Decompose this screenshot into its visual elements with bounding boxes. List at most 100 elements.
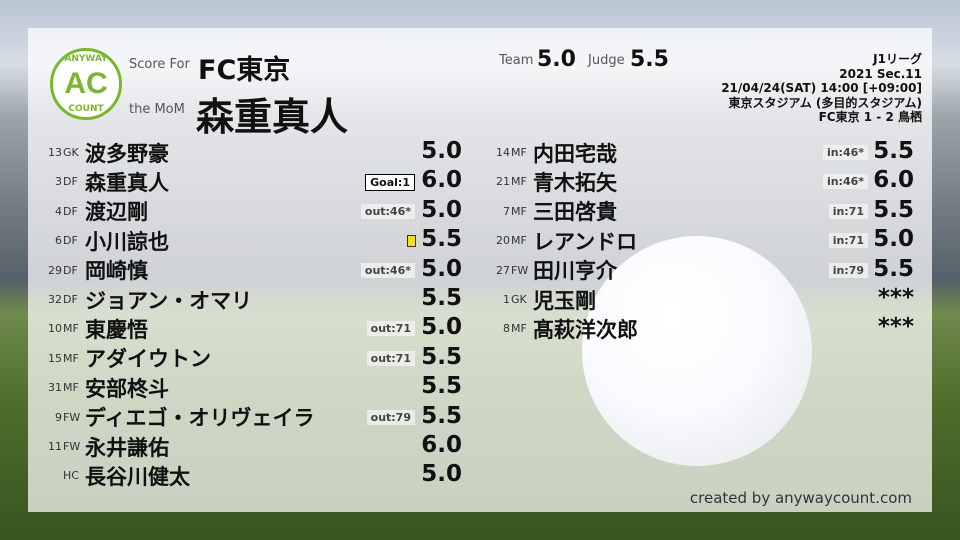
player-position: MF — [63, 351, 79, 365]
substitution-badge: out:71 — [366, 321, 415, 337]
substitution-badge: in:79 — [828, 262, 868, 278]
player-score: 5.0 — [421, 255, 462, 282]
player-score: 5.5 — [421, 285, 462, 311]
player-number: 27 — [496, 263, 510, 277]
substitution-badge: out:71 — [366, 350, 415, 366]
league: J1リーグ — [873, 52, 922, 66]
player-number: 10 — [48, 322, 62, 336]
player-row: 13 GK 波多野豪 — [38, 138, 169, 167]
player-position: MF — [511, 175, 527, 189]
player-row: 4 DF 渡辺剛 — [38, 197, 148, 226]
player-score: 5.5 — [873, 255, 914, 282]
credit: created by anywaycount.com — [689, 489, 912, 507]
player-name: 東慶悟 — [85, 317, 148, 342]
player-position: MF — [63, 322, 79, 336]
player-row: 29 DF 岡崎慎 — [38, 256, 148, 285]
match-info: J1リーグ 2021 Sec.11 21/04/24(SAT) 14:00 [+… — [721, 52, 922, 125]
player-number: 15 — [48, 351, 62, 365]
player-score: 5.5 — [421, 343, 462, 370]
player-position: DF — [63, 175, 78, 189]
match-result: FC東京 1 - 2 鳥栖 — [818, 110, 922, 124]
player-score: 5.0 — [421, 314, 462, 341]
player-position: DF — [63, 234, 78, 248]
player-name: 岡崎慎 — [85, 259, 148, 284]
player-position: DF — [63, 293, 78, 306]
player-number: 14 — [496, 146, 510, 159]
player-position: FW — [63, 410, 81, 424]
player-name: 髙萩洋次郎 — [533, 317, 638, 342]
player-row: HC 長谷川健太 — [38, 461, 190, 490]
team-name: FC東京 — [198, 55, 291, 86]
player-row: 20 MF レアンドロ — [486, 226, 637, 255]
score-for-label: Score For — [129, 57, 190, 72]
player-score: 5.5 — [421, 373, 462, 400]
player-score: 5.0 — [421, 138, 462, 164]
logo-text-bottom: COUNT — [68, 104, 104, 114]
mom-label: the MoM — [129, 102, 185, 117]
player-number: 20 — [496, 234, 510, 248]
player-name: 青木拓矢 — [533, 170, 617, 195]
player-score: 5.0 — [421, 196, 462, 223]
yellow-card-icon — [407, 235, 416, 248]
player-row: 32 DF ジョアン・オマリ — [38, 285, 252, 314]
substitution-badge: out:79 — [366, 409, 415, 425]
substitution-badge: in:46* — [822, 145, 868, 160]
player-position: DF — [63, 204, 78, 218]
player-position: MF — [511, 204, 527, 218]
player-number: 29 — [48, 263, 62, 277]
anywaycount-logo: ANYWAY AC COUNT — [50, 48, 122, 120]
player-score: 5.0 — [873, 226, 914, 253]
player-position: DF — [63, 263, 78, 277]
player-name: ジョアン・オマリ — [85, 288, 253, 313]
player-row: 31 MF 安部柊斗 — [38, 373, 169, 402]
player-position: MF — [511, 146, 527, 159]
substitution-badge: out:46* — [360, 203, 415, 219]
team-score: 5.0 — [537, 47, 576, 72]
player-score: 5.5 — [873, 138, 914, 164]
team-score-label: Team — [499, 53, 534, 68]
player-name: 森重真人 — [85, 170, 169, 195]
player-score: 5.5 — [421, 402, 462, 429]
player-number: 8 — [503, 322, 510, 336]
player-name: 三田啓貴 — [533, 200, 617, 225]
player-row: 14 MF 内田宅哉 — [486, 138, 617, 167]
player-position: FW — [511, 263, 529, 277]
player-name: 小川諒也 — [85, 229, 169, 254]
player-number: 3 — [55, 175, 62, 189]
player-name: 安部柊斗 — [85, 376, 169, 401]
substitution-badge: in:71 — [828, 203, 868, 219]
player-position: FW — [63, 440, 81, 453]
player-number: 32 — [48, 293, 62, 306]
player-name: アダイウトン — [85, 347, 211, 372]
player-score: *** — [877, 285, 914, 311]
player-score: *** — [877, 314, 914, 341]
player-position: MF — [511, 322, 527, 336]
judge-score: 5.5 — [630, 47, 669, 72]
player-number: 31 — [48, 381, 62, 395]
player-score: 5.5 — [873, 196, 914, 223]
player-number: 13 — [48, 146, 62, 159]
goal-badge: Goal:1 — [365, 174, 415, 192]
match-datetime: 21/04/24(SAT) 14:00 [+09:00] — [721, 81, 922, 95]
venue: 東京スタジアム (多目的スタジアム) — [728, 95, 922, 110]
player-row: 7 MF 三田啓貴 — [486, 197, 617, 226]
player-score: 6.0 — [873, 167, 914, 194]
player-name: 長谷川健太 — [85, 464, 190, 489]
player-position: HC — [63, 469, 79, 483]
player-row: 8 MF 髙萩洋次郎 — [486, 314, 638, 343]
player-position: MF — [511, 234, 527, 248]
player-name: 渡辺剛 — [85, 200, 148, 225]
player-number: 6 — [55, 234, 62, 248]
substitution-badge: out:46* — [360, 262, 415, 278]
player-number: 9 — [55, 410, 62, 424]
player-name: 波多野豪 — [85, 141, 169, 166]
player-position: GK — [63, 146, 79, 159]
player-number: 1 — [503, 293, 510, 306]
player-row: 6 DF 小川諒也 — [38, 226, 169, 255]
mom-name: 森重真人 — [196, 95, 349, 139]
score-panel — [28, 28, 932, 512]
player-number: 7 — [503, 204, 510, 218]
player-row: 3 DF 森重真人 — [38, 167, 169, 196]
player-position: GK — [511, 293, 527, 306]
logo-text-top: ANYWAY — [64, 54, 108, 64]
